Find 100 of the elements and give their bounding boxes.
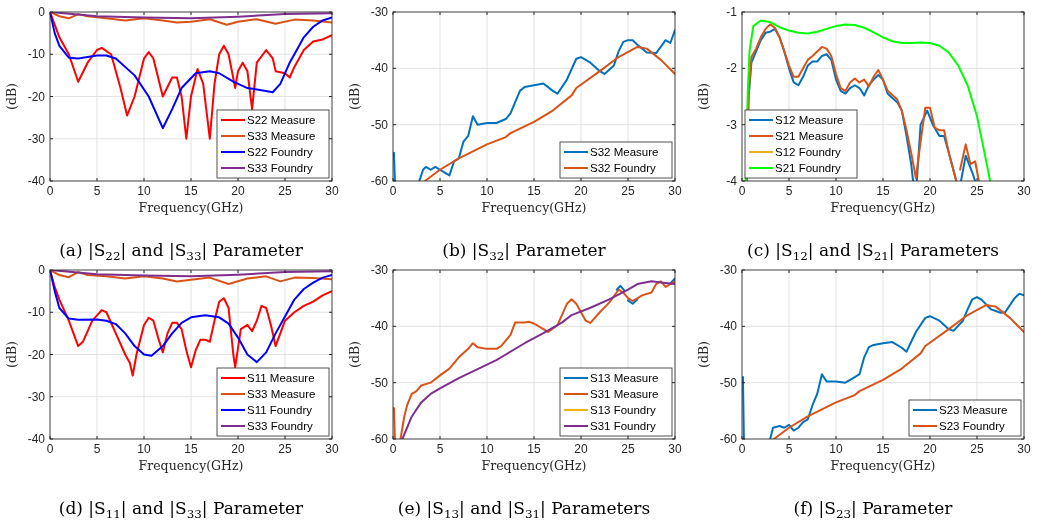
legend-label: S33 Measure <box>247 130 316 142</box>
legend-label: S12 Foundry <box>775 146 842 158</box>
y-tick-label: -20 <box>27 89 46 104</box>
y-tick-label: -60 <box>370 432 389 446</box>
y-axis-title: (dB) <box>347 83 362 110</box>
y-axis-title: (dB) <box>4 341 19 368</box>
y-tick-label: -3 <box>726 117 738 132</box>
y-axis-title: (dB) <box>696 83 711 110</box>
legend-label: S33 Foundry <box>247 420 314 432</box>
x-tick-label: 15 <box>876 184 890 198</box>
legend-label: S11 Foundry <box>247 404 313 416</box>
legend-label: S33 Foundry <box>247 162 314 174</box>
text: (b) |S$_{32}$| Parameter <box>442 240 607 263</box>
y-tick-label: -60 <box>370 174 389 188</box>
legend-label: S23 Foundry <box>939 420 1006 432</box>
y-tick-label: -10 <box>27 305 46 320</box>
y-tick-label: -40 <box>370 61 389 76</box>
x-tick-label: 20 <box>231 184 245 198</box>
y-tick-label: -2 <box>726 61 738 76</box>
y-tick-label: -40 <box>27 174 46 188</box>
x-axis-title: Frequency(GHz) <box>481 458 587 473</box>
x-tick-label: 5 <box>93 184 101 198</box>
legend-label: S23 Measure <box>939 404 1008 416</box>
text: (f) |S$_{23}$| Parameter <box>793 498 954 521</box>
x-tick-label: 10 <box>829 184 843 198</box>
x-tick-label: 20 <box>231 442 245 456</box>
y-tick-label: -20 <box>27 347 46 362</box>
y-tick-label: -40 <box>370 319 389 334</box>
x-tick-label: 25 <box>278 442 292 456</box>
y-tick-label: -40 <box>27 432 46 446</box>
x-axis-title: Frequency(GHz) <box>830 458 936 473</box>
text: (c) |S$_{12}$| and |S$_{21}$| Parameters <box>747 240 999 263</box>
x-tick-label: 20 <box>923 184 937 198</box>
y-tick-label: -30 <box>27 131 46 146</box>
line-series <box>423 45 675 181</box>
y-axis-title: (dB) <box>696 341 711 368</box>
y-tick-label: -30 <box>370 263 389 277</box>
legend-label: S21 Measure <box>775 130 844 142</box>
x-axis-title: Frequency(GHz) <box>138 458 244 473</box>
x-tick-label: 10 <box>480 184 494 198</box>
legend-label: S13 Measure <box>590 372 659 384</box>
x-tick-label: 15 <box>876 442 890 456</box>
legend-label: S22 Foundry <box>247 146 314 158</box>
y-tick-label: -30 <box>27 389 46 404</box>
x-tick-label: 15 <box>527 442 541 456</box>
legend-label: S32 Foundry <box>590 162 657 174</box>
y-axis-title: (dB) <box>347 341 362 368</box>
x-tick-label: 30 <box>1017 442 1031 456</box>
x-tick-label: 20 <box>574 184 588 198</box>
x-tick-label: 30 <box>325 442 339 456</box>
x-tick-label: 5 <box>436 442 444 456</box>
x-axis-title: Frequency(GHz) <box>138 200 244 215</box>
y-tick-label: 0 <box>38 5 46 19</box>
legend-label: S31 Foundry <box>590 420 657 432</box>
x-tick-label: 25 <box>621 442 635 456</box>
x-tick-label: 10 <box>480 442 494 456</box>
y-tick-label: -4 <box>726 174 738 188</box>
y-axis-title: (dB) <box>4 83 19 110</box>
x-axis-title: Frequency(GHz) <box>830 200 936 215</box>
x-tick-label: 25 <box>970 184 984 198</box>
x-tick-label: 25 <box>278 184 292 198</box>
legend-label: S11 Measure <box>247 372 315 384</box>
x-tick-label: 5 <box>93 442 101 456</box>
x-tick-label: 20 <box>923 442 937 456</box>
x-tick-label: 30 <box>325 184 339 198</box>
x-tick-label: 25 <box>621 184 635 198</box>
y-tick-label: 0 <box>38 263 46 277</box>
y-tick-label: -1 <box>726 5 738 19</box>
legend-label: S33 Measure <box>247 388 316 400</box>
legend-label: S22 Measure <box>247 114 316 126</box>
legend-label: S12 Measure <box>775 114 844 126</box>
x-tick-label: 15 <box>527 184 541 198</box>
x-tick-label: 5 <box>785 442 793 456</box>
legend-label: S13 Foundry <box>590 404 657 416</box>
x-axis-title: Frequency(GHz) <box>481 200 587 215</box>
x-tick-label: 5 <box>785 184 793 198</box>
text: (a) |S$_{22}$| and |S$_{33}$| Parameter <box>59 240 304 263</box>
x-tick-label: 15 <box>184 184 198 198</box>
y-tick-label: -60 <box>719 432 738 446</box>
x-tick-label: 30 <box>1017 184 1031 198</box>
y-tick-label: -50 <box>370 375 389 390</box>
text: (d) |S$_{11}$| and |S$_{33}$| Parameter <box>58 498 305 521</box>
y-tick-label: -10 <box>27 47 46 62</box>
legend-label: S31 Measure <box>590 388 659 400</box>
x-tick-label: 30 <box>668 442 682 456</box>
legend-label: S32 Measure <box>590 146 659 158</box>
y-tick-label: -30 <box>370 5 389 19</box>
x-tick-label: 15 <box>184 442 198 456</box>
x-tick-label: 10 <box>829 442 843 456</box>
x-tick-label: 10 <box>137 442 151 456</box>
x-tick-label: 5 <box>436 184 444 198</box>
x-tick-label: 10 <box>137 184 151 198</box>
y-tick-label: -40 <box>719 319 738 334</box>
line-series <box>772 303 1024 439</box>
x-tick-label: 25 <box>970 442 984 456</box>
y-tick-label: -30 <box>719 263 738 277</box>
x-tick-label: 20 <box>574 442 588 456</box>
y-tick-label: -50 <box>719 375 738 390</box>
text: (e) |S$_{13}$| and |S$_{31}$| Parameters <box>397 498 651 521</box>
legend-label: S21 Foundry <box>775 162 842 174</box>
